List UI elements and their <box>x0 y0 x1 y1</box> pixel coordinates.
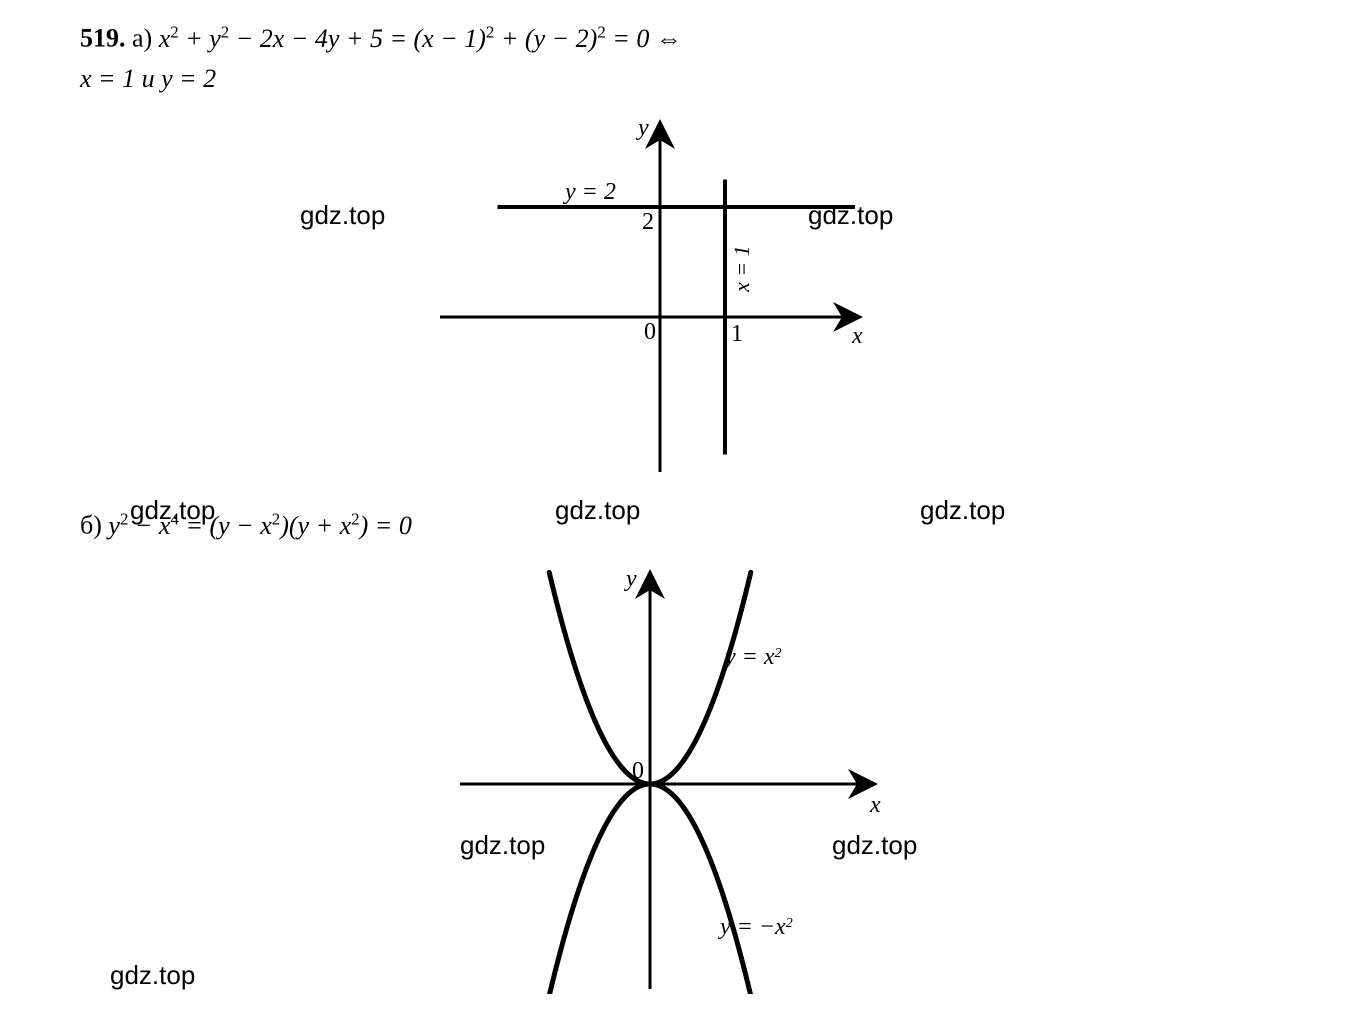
part-a-eq1: x2 + y2 − 2x − 4y + 5 = (x − 1)2 + (y − … <box>159 24 682 53</box>
watermark: gdz.top <box>110 960 195 991</box>
svg-text:x = 1: x = 1 <box>729 246 754 294</box>
part-a-label: а) <box>132 24 152 53</box>
svg-text:y = −x2: y = −x2 <box>718 914 793 940</box>
problem-number: 519. <box>80 24 126 53</box>
watermark: gdz.top <box>808 200 893 231</box>
svg-text:x: x <box>869 792 881 818</box>
svg-text:y = x2: y = x2 <box>723 644 782 670</box>
part-a-eq2: x = 1 и y = 2 <box>80 64 216 93</box>
watermark: gdz.top <box>130 495 215 526</box>
watermark: gdz.top <box>300 200 385 231</box>
watermark: gdz.top <box>555 495 640 526</box>
svg-text:1: 1 <box>731 321 743 347</box>
svg-text:0: 0 <box>632 758 644 784</box>
problem-line-1: 519. а) x2 + y2 − 2x − 4y + 5 = (x − 1)2… <box>80 20 1267 57</box>
problem-line-2: x = 1 и y = 2 <box>80 61 1267 97</box>
chart-1: y x 0 2 1 y = 2 x = 1 <box>430 117 870 477</box>
svg-text:y = 2: y = 2 <box>563 179 616 205</box>
svg-text:y: y <box>636 117 649 141</box>
watermark: gdz.top <box>920 495 1005 526</box>
svg-text:0: 0 <box>644 319 656 345</box>
svg-text:x: x <box>851 323 863 349</box>
part-b-label: б) <box>80 511 102 540</box>
svg-text:y: y <box>624 566 637 592</box>
svg-text:2: 2 <box>642 209 654 235</box>
watermark: gdz.top <box>832 830 917 861</box>
part-b-line: б) y2 − x4 = (y − x2)(y + x2) = 0 <box>80 507 1267 544</box>
chart-2: y x 0 y = x2 y = −x2 <box>450 564 890 994</box>
watermark: gdz.top <box>460 830 545 861</box>
